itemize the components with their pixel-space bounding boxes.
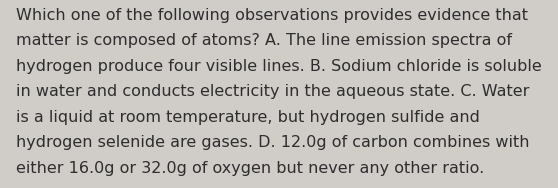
Text: hydrogen produce four visible lines. B. Sodium chloride is soluble: hydrogen produce four visible lines. B. … xyxy=(16,59,541,74)
Text: is a liquid at room temperature, but hydrogen sulfide and: is a liquid at room temperature, but hyd… xyxy=(16,110,479,125)
Text: hydrogen selenide are gases. D. 12.0g of carbon combines with: hydrogen selenide are gases. D. 12.0g of… xyxy=(16,135,529,150)
Text: in water and conducts electricity in the aqueous state. C. Water: in water and conducts electricity in the… xyxy=(16,84,529,99)
Text: Which one of the following observations provides evidence that: Which one of the following observations … xyxy=(16,8,528,23)
Text: matter is composed of atoms? A. The line emission spectra of: matter is composed of atoms? A. The line… xyxy=(16,33,512,48)
Text: either 16.0g or 32.0g of oxygen but never any other ratio.: either 16.0g or 32.0g of oxygen but neve… xyxy=(16,161,484,176)
